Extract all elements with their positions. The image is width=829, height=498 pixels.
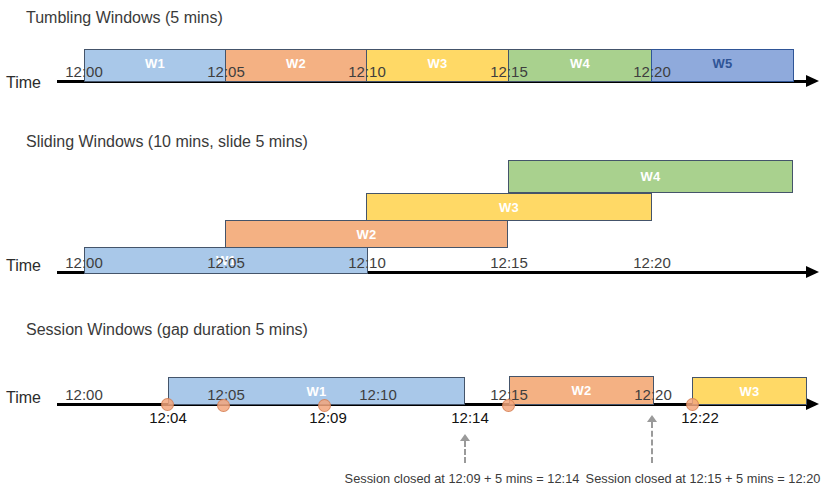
- tumbling-tick-1220: 12:20: [633, 63, 671, 80]
- event-dot-1205: [217, 399, 230, 412]
- window-label: W5: [712, 56, 732, 71]
- event-label-1209: 12:09: [309, 409, 347, 426]
- window-label: W3: [739, 384, 759, 399]
- tumbling-window-w2: W2: [225, 49, 367, 82]
- dashed-up-arrowhead-icon: [460, 434, 470, 441]
- window-label: W1: [306, 384, 326, 399]
- sliding-tick-1215: 12:15: [490, 254, 528, 271]
- session-axis-arrowhead-icon: [806, 398, 819, 410]
- tumbling-tick-1200: 12:00: [65, 63, 103, 80]
- session-closed-annotation-2: Session closed at 12:15 + 5 mins = 12:20: [586, 471, 821, 486]
- tumbling-tick-1215: 12:15: [490, 63, 528, 80]
- tumbling-tick-1205: 12:05: [207, 63, 245, 80]
- sliding-time-axis-label: Time: [6, 257, 41, 275]
- event-label-1214: 12:14: [451, 409, 489, 426]
- tumbling-time-axis-label: Time: [6, 74, 41, 92]
- session-tick-1210: 12:10: [359, 386, 397, 403]
- event-label-1204: 12:04: [149, 409, 187, 426]
- window-label: W1: [145, 56, 165, 71]
- session-time-axis-label: Time: [6, 389, 41, 407]
- tumbling-window-w3: W3: [366, 49, 509, 82]
- dashed-arrow-line: [464, 441, 466, 463]
- window-label: W3: [499, 200, 519, 215]
- tumbling-axis-arrowhead-icon: [806, 75, 819, 87]
- event-dot-1209: [318, 399, 331, 412]
- sliding-tick-1205: 12:05: [207, 254, 245, 271]
- sliding-tick-1210: 12:10: [348, 254, 386, 271]
- sliding-window-w3: W3: [366, 193, 652, 221]
- sliding-window-w4: W4: [508, 160, 793, 193]
- sliding-tick-1220: 12:20: [633, 254, 671, 271]
- event-dot-1222: [686, 398, 699, 411]
- window-label: W2: [356, 227, 376, 242]
- event-dot-1215: [502, 399, 515, 412]
- session-closed-annotation-1: Session closed at 12:09 + 5 mins = 12:14: [345, 471, 580, 486]
- sliding-window-w2: W2: [225, 220, 508, 248]
- tumbling-window-w1: W1: [84, 49, 226, 82]
- sliding-tick-1200: 12:00: [65, 254, 103, 271]
- event-dot-1204: [161, 398, 174, 411]
- window-label: W2: [571, 383, 591, 398]
- tumbling-window-w5: W5: [651, 49, 794, 82]
- window-label: W3: [427, 56, 447, 71]
- window-label: W2: [286, 56, 306, 71]
- session-tick-1220: 12:20: [634, 386, 672, 403]
- window-label: W4: [570, 56, 590, 71]
- sliding-section-title: Sliding Windows (10 mins, slide 5 mins): [26, 133, 308, 151]
- sliding-axis-arrowhead-icon: [806, 266, 819, 278]
- session-window-w2: W2: [509, 376, 654, 405]
- event-label-1222: 12:22: [681, 409, 719, 426]
- session-tick-1200: 12:00: [65, 386, 103, 403]
- session-window-w3: W3: [692, 377, 807, 405]
- window-label: W4: [640, 169, 660, 184]
- dashed-up-arrowhead-icon: [647, 415, 657, 422]
- session-section-title: Session Windows (gap duration 5 mins): [26, 321, 308, 339]
- tumbling-tick-1210: 12:10: [348, 63, 386, 80]
- tumbling-section-title: Tumbling Windows (5 mins): [26, 9, 223, 27]
- windowing-diagram: Tumbling Windows (5 mins) Time W1 W2 W3 …: [0, 0, 829, 498]
- dashed-arrow-line: [651, 422, 653, 463]
- tumbling-window-w4: W4: [508, 49, 652, 82]
